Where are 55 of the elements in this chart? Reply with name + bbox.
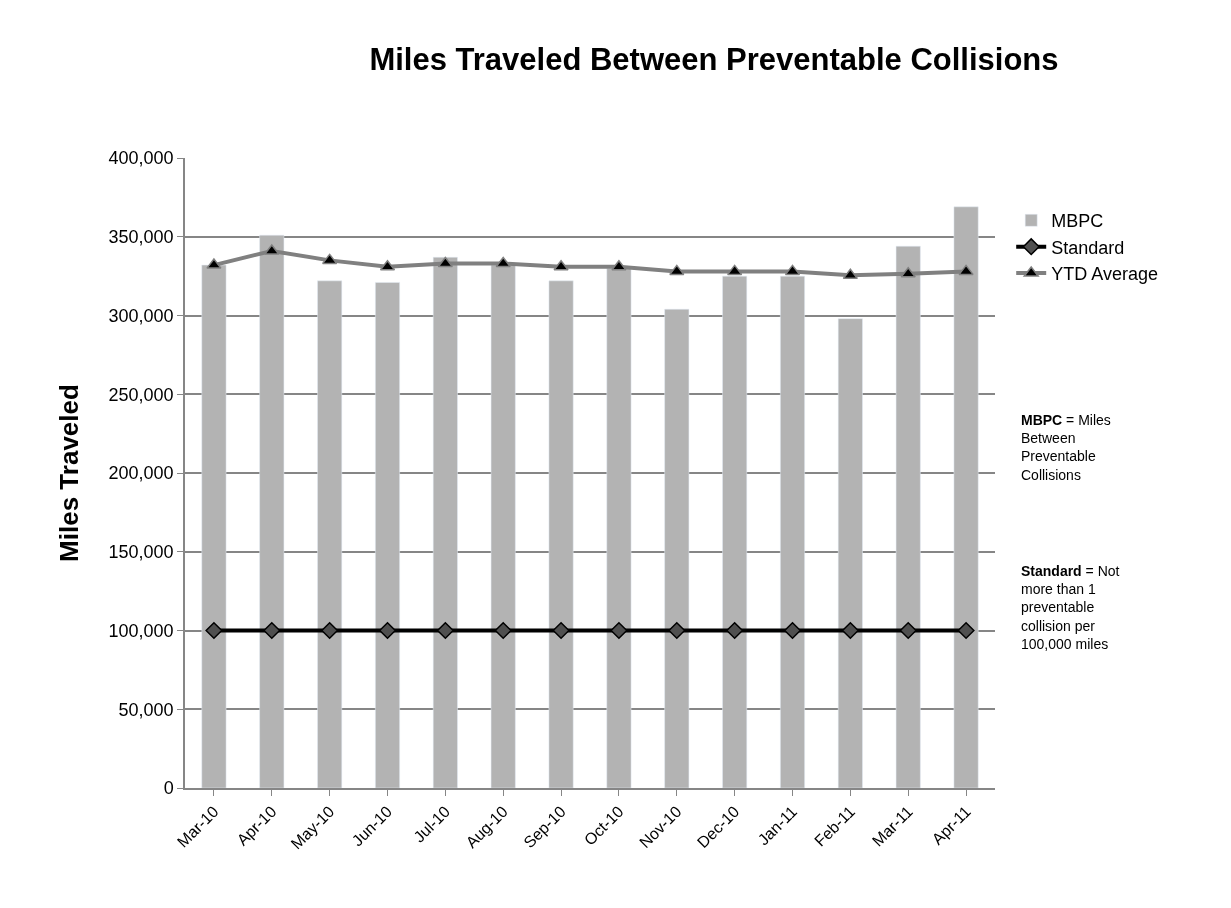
y-tick-label: 250,000 [108,384,174,405]
point [495,256,511,268]
y-axis-title: Miles Traveled [54,384,85,562]
point [436,621,454,640]
y-tick-label: 300,000 [108,305,174,326]
bar [606,268,632,788]
point [668,621,686,640]
point [610,621,628,640]
bar [895,245,921,788]
point [205,621,223,640]
bar [548,280,574,788]
point [553,259,569,271]
point [784,264,801,276]
bar [780,275,805,788]
bar [953,206,979,788]
y-tick-label: 0 [163,778,174,799]
point [321,253,338,265]
point [957,621,975,640]
point [437,256,454,268]
legend-label: YTD Average [1051,264,1158,285]
y-tick-label: 100,000 [108,620,174,641]
point [552,621,570,640]
bar [722,275,748,788]
point [958,264,974,276]
point [841,621,859,640]
point [842,268,859,280]
y-tick-label: 150,000 [108,542,174,563]
chart-title: Miles Traveled Between Preventable Collisions [369,41,1059,77]
bar [432,256,458,788]
text: MBPC = Miles Between Preventable Collisions [1021,412,1111,483]
legend-label: MBPC [1051,211,1104,232]
y-tick-label: 50,000 [118,699,174,720]
bar [375,282,400,788]
text: Standard = Not more than 1 preventable collision per 100,000 miles [1021,563,1120,652]
bar [317,280,343,788]
point [669,264,685,276]
point [378,621,397,640]
bar [201,264,227,788]
point [783,621,802,640]
point [494,621,512,640]
point [726,264,743,276]
point [726,621,744,640]
point [611,259,627,271]
y-tick-label: 200,000 [108,463,174,484]
legend-label: Standard [1051,237,1125,258]
y-tick-label: 350,000 [108,227,174,248]
bar [490,264,516,788]
y-tick-label: 400,000 [108,148,174,169]
point [899,621,917,640]
point [321,621,339,640]
point [379,259,396,271]
bar [837,318,863,788]
point [263,621,281,640]
bar [664,308,690,788]
bar [259,234,285,788]
